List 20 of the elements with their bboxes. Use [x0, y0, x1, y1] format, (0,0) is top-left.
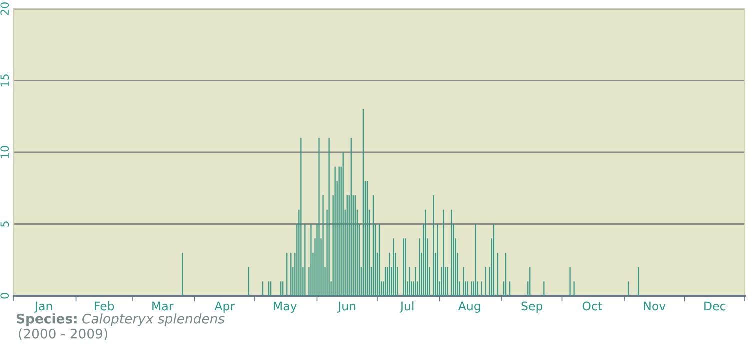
x-tick-label: Nov — [644, 302, 666, 311]
x-tick-label: Oct — [582, 302, 602, 311]
text: (2000 - 2009) — [19, 328, 108, 340]
y-tick-label: 20 — [0, 2, 10, 16]
text: Species: — [16, 314, 77, 326]
y-tick-label: 10 — [0, 146, 10, 158]
x-tick-label: Aug — [458, 302, 480, 313]
x-tick-label: May — [274, 302, 297, 313]
x-tick-label: Feb — [95, 302, 114, 311]
x-tick-label: Jun — [338, 302, 356, 313]
x-tick-label: Sep — [522, 302, 543, 313]
y-tick-label: 15 — [0, 74, 10, 87]
text: Calopteryx splendens — [82, 314, 225, 326]
x-tick-label: Dec — [704, 302, 726, 311]
x-tick-label: Apr — [214, 302, 236, 313]
x-tick-label: Jul — [400, 302, 414, 313]
x-tick-label: Jan — [34, 302, 52, 313]
y-tick-label: 5 — [0, 222, 10, 227]
y-tick-label: 0 — [0, 293, 10, 299]
x-tick-label: Mar — [152, 302, 174, 311]
